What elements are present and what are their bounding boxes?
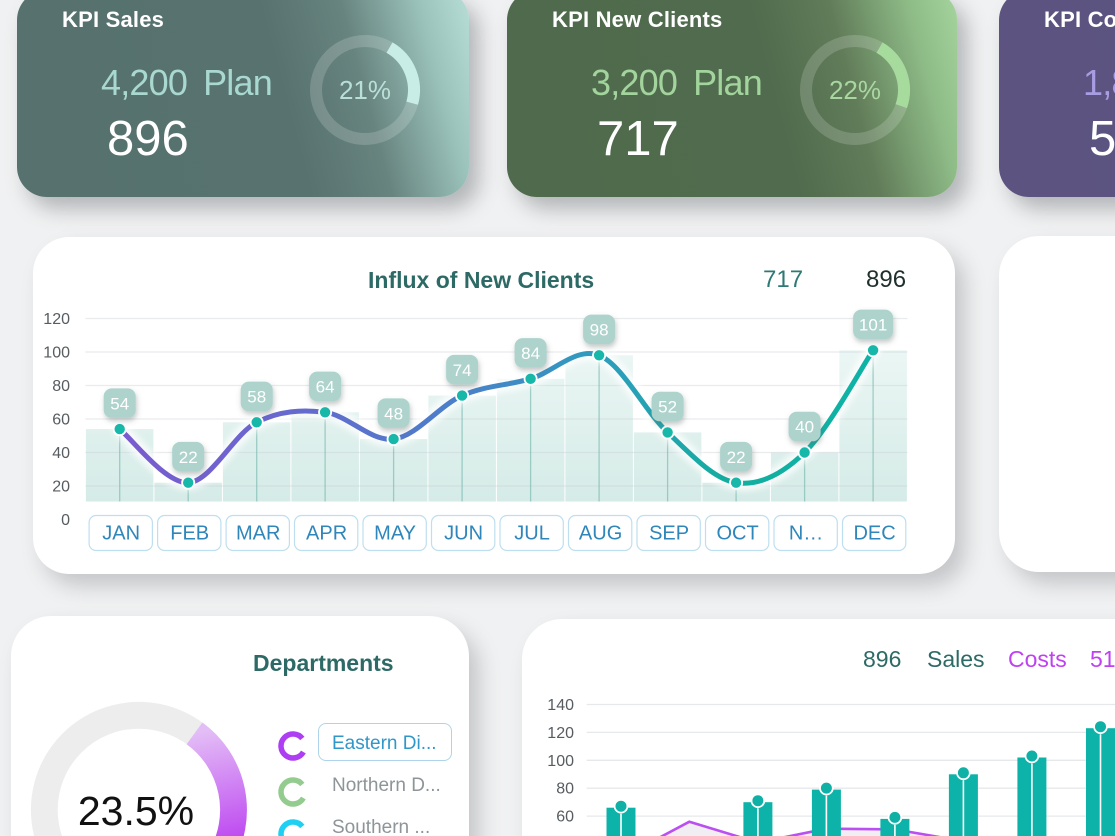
svg-text:0: 0 — [61, 512, 70, 529]
svg-text:AUG: AUG — [579, 523, 622, 545]
svg-text:80: 80 — [556, 781, 574, 798]
svg-text:JUN: JUN — [444, 523, 483, 545]
svg-text:FEB: FEB — [170, 523, 209, 545]
svg-text:DEC: DEC — [853, 523, 895, 545]
svg-text:20: 20 — [52, 479, 70, 496]
svg-text:22%: 22% — [829, 75, 881, 105]
svg-text:48: 48 — [384, 404, 403, 423]
svg-text:40: 40 — [795, 418, 814, 437]
svg-text:54: 54 — [110, 394, 129, 413]
svg-text:101: 101 — [859, 316, 887, 335]
svg-text:120: 120 — [547, 725, 574, 742]
svg-text:58: 58 — [247, 388, 266, 407]
svg-text:120: 120 — [43, 311, 70, 328]
svg-text:40: 40 — [52, 445, 70, 462]
svg-text:60: 60 — [556, 809, 574, 826]
svg-text:21%: 21% — [339, 75, 391, 105]
svg-text:74: 74 — [453, 361, 472, 380]
svg-text:APR: APR — [306, 523, 347, 545]
svg-text:JAN: JAN — [102, 523, 140, 545]
svg-text:60: 60 — [52, 412, 70, 429]
svg-text:100: 100 — [547, 753, 574, 770]
svg-text:SEP: SEP — [649, 523, 689, 545]
svg-text:52: 52 — [658, 398, 677, 417]
svg-text:N…: N… — [789, 523, 823, 545]
svg-text:OCT: OCT — [716, 523, 758, 545]
svg-text:MAR: MAR — [236, 523, 280, 545]
svg-text:64: 64 — [316, 378, 335, 397]
svg-text:84: 84 — [521, 344, 540, 363]
svg-text:MAY: MAY — [374, 523, 416, 545]
svg-text:140: 140 — [547, 697, 574, 714]
svg-text:80: 80 — [52, 378, 70, 395]
svg-text:22: 22 — [179, 448, 198, 467]
svg-text:JUL: JUL — [514, 523, 550, 545]
svg-text:100: 100 — [43, 345, 70, 362]
svg-text:98: 98 — [590, 321, 609, 340]
svg-text:22: 22 — [727, 448, 746, 467]
